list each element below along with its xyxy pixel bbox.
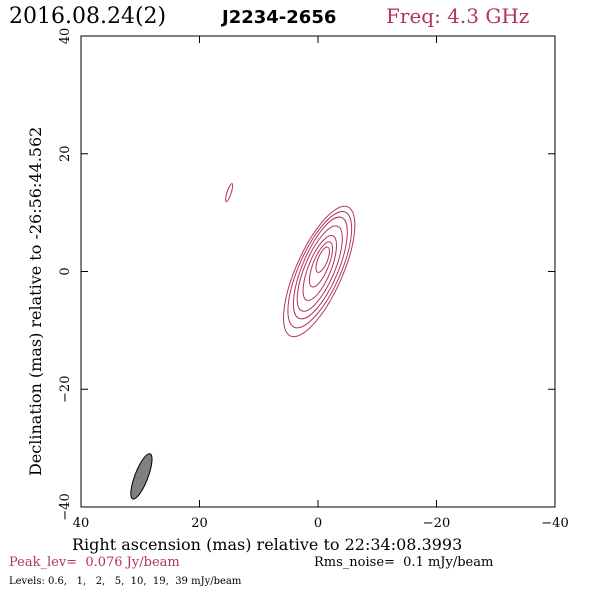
y-tick-label: −40 (58, 493, 73, 520)
beam-ellipse-group (130, 453, 153, 500)
plot-frame (80, 35, 556, 508)
contour-component-core (283, 205, 356, 338)
contour-line (283, 205, 356, 338)
contour-line (302, 234, 337, 301)
x-tick-label: −40 (541, 516, 568, 531)
y-tick-label: 0 (58, 267, 73, 275)
rms-noise-label: Rms_noise= 0.1 mJy/beam (314, 555, 493, 570)
contour-levels-label: Levels: 0.6, 1, 2, 5, 10, 19, 39 mJy/bea… (9, 576, 242, 587)
beam-ellipse (130, 453, 153, 500)
y-tick-label: 20 (58, 145, 73, 162)
x-tick-label: 20 (191, 516, 208, 531)
y-tick-label: 40 (58, 28, 73, 45)
frequency-label: Freq: 4.3 GHz (386, 4, 529, 28)
contour-line (225, 183, 234, 203)
contours (225, 183, 356, 338)
contour-component-secondary (225, 183, 234, 203)
observation-date-label: 2016.08.24(2) (9, 4, 166, 29)
x-tick-label: 40 (73, 516, 90, 531)
axis-ticks: 40 20 0 −20 −40 −40 −20 0 20 40 (58, 28, 569, 531)
source-name-label: J2234-2656 (220, 7, 336, 28)
contour-line (308, 241, 333, 288)
contour-line (296, 225, 343, 312)
contour-line (287, 211, 353, 329)
y-tick-label: −20 (58, 376, 73, 403)
contour-line (292, 216, 348, 320)
peak-level-label: Peak_lev= 0.076 Jy/beam (9, 555, 180, 570)
x-tick-label: −20 (423, 516, 450, 531)
x-tick-label: 0 (314, 516, 322, 531)
x-axis-label: Right ascension (mas) relative to 22:34:… (72, 535, 462, 554)
y-axis-label: Declination (mas) relative to -26:56:44.… (26, 127, 45, 476)
contour-line (315, 246, 330, 273)
